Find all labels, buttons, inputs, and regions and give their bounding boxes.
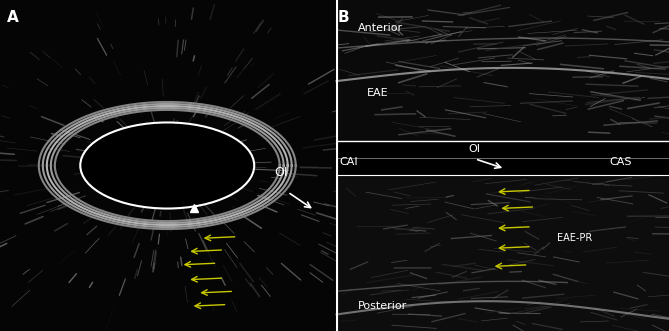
Polygon shape xyxy=(337,0,669,331)
Text: Anterior: Anterior xyxy=(358,23,403,33)
Polygon shape xyxy=(0,0,334,331)
Text: EAE: EAE xyxy=(367,88,388,98)
Text: OI: OI xyxy=(468,144,480,154)
Text: Posterior: Posterior xyxy=(358,301,407,311)
Text: B: B xyxy=(338,10,349,25)
Polygon shape xyxy=(337,0,669,141)
Polygon shape xyxy=(337,175,669,331)
Text: OI: OI xyxy=(274,166,288,179)
Text: CAI: CAI xyxy=(340,157,359,167)
Text: A: A xyxy=(7,10,19,25)
Polygon shape xyxy=(337,141,669,175)
Text: EAE-PR: EAE-PR xyxy=(557,233,592,243)
Circle shape xyxy=(80,122,254,209)
Text: CAS: CAS xyxy=(609,157,632,167)
